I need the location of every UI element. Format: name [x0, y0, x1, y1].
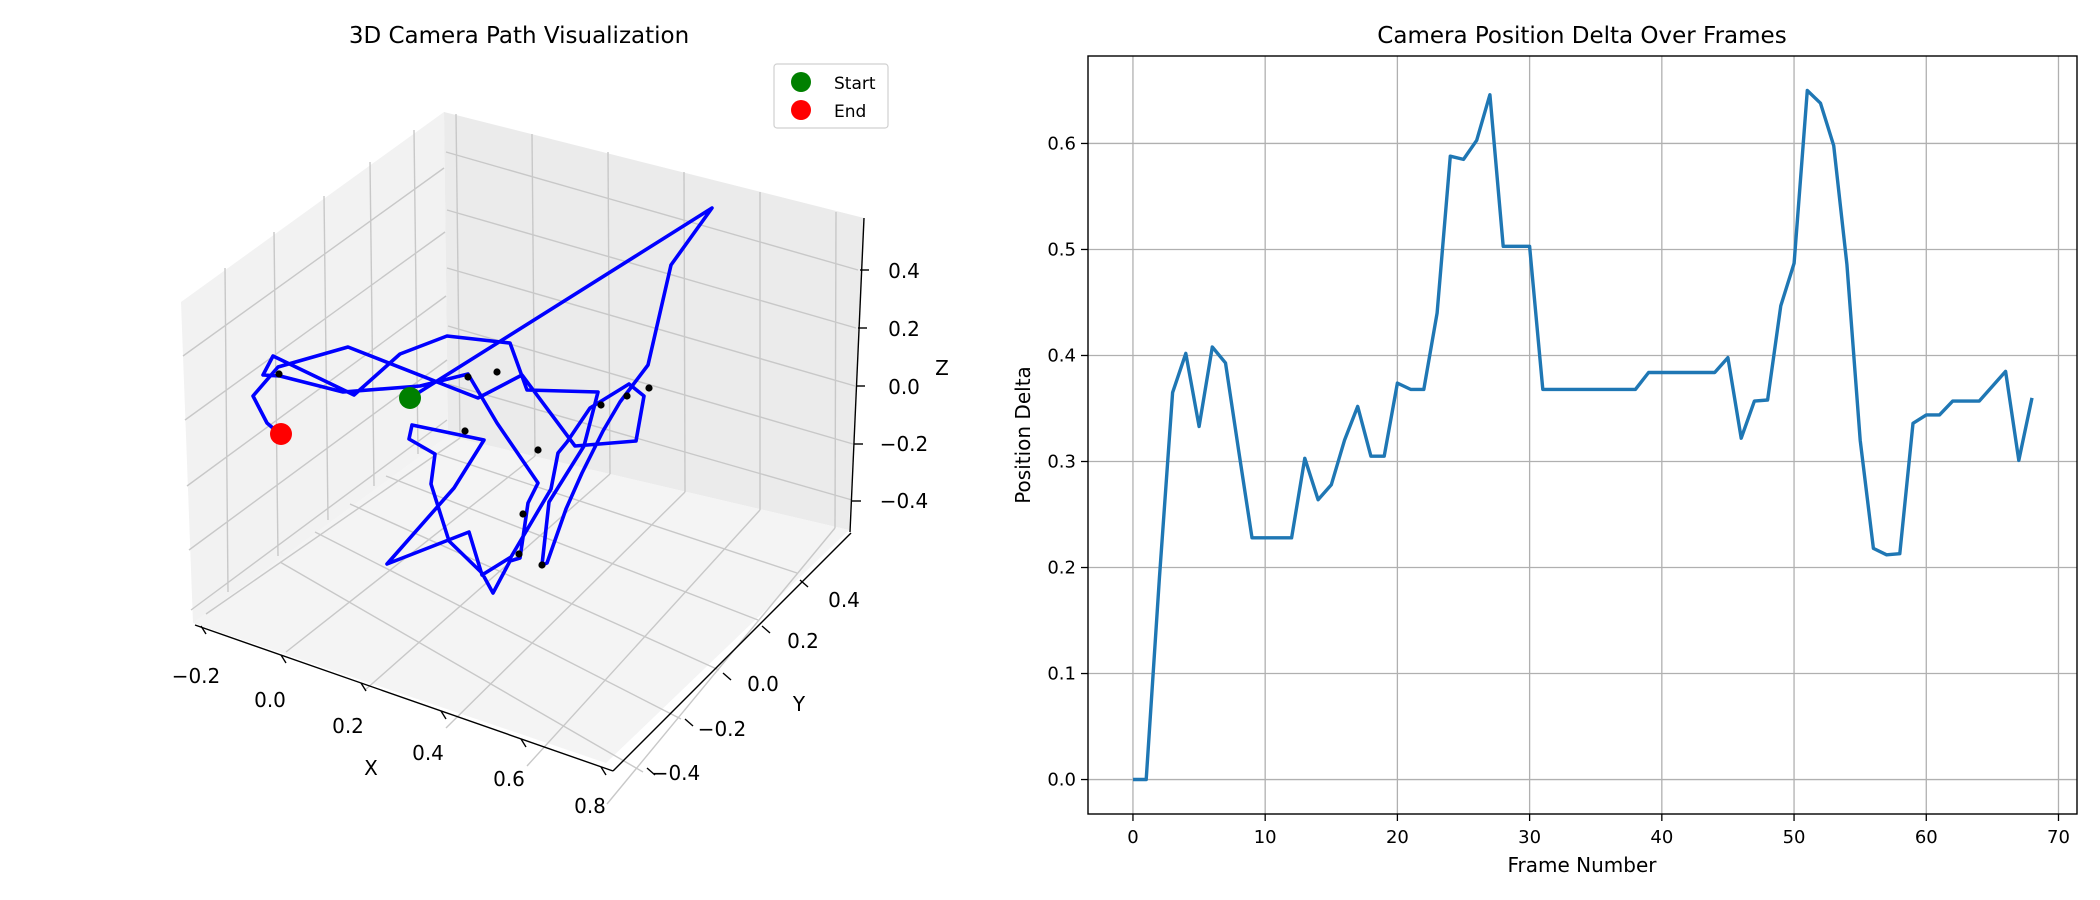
position-delta-chart: Camera Position Delta Over Frames 0 10 20 3… — [1011, 23, 2078, 877]
camera-path-line — [251, 206, 714, 595]
y-tick-label: −0.2 — [698, 717, 747, 741]
z-tick-label: 0.4 — [888, 259, 920, 283]
y-tick-label: 0.2 — [1047, 558, 1076, 579]
floor-pane — [193, 436, 849, 763]
keyframe-point — [534, 446, 542, 454]
x-tick-label: 60 — [1915, 827, 1938, 848]
legend: Start End — [773, 63, 889, 129]
y-tick-label: 0.2 — [787, 629, 819, 653]
x-tick-label: 40 — [1650, 827, 1673, 848]
x-tick-label: 50 — [1783, 827, 1806, 848]
x-tick-label: 70 — [2047, 827, 2070, 848]
position-delta-series-line — [1133, 88, 2034, 782]
y-tick-label: 0.3 — [1047, 452, 1076, 473]
keyframe-point — [515, 550, 523, 558]
keyframe-point — [464, 373, 472, 381]
y-axis-ticks: 0.0 0.1 0.2 0.3 0.4 0.5 0.6 — [1047, 133, 1088, 791]
x-tick-label: −0.2 — [172, 664, 221, 688]
keyframe-point — [461, 427, 469, 435]
chart-title-3d: 3D Camera Path Visualization — [349, 23, 689, 49]
x-tick-label: 0.4 — [412, 741, 444, 765]
chart-title-delta: Camera Position Delta Over Frames — [1377, 23, 1786, 49]
end-marker — [270, 423, 292, 445]
x-axis-line — [194, 624, 614, 772]
keyframe-point — [623, 392, 631, 400]
x-tick-label: 30 — [1518, 827, 1541, 848]
y-axis-3d-ticks: −0.4 −0.2 0.0 0.2 0.4 Y — [646, 579, 860, 785]
legend-label-start: Start — [834, 74, 876, 94]
start-marker — [399, 387, 421, 409]
x-tick-label: 0.2 — [332, 714, 364, 738]
keyframe-point — [538, 561, 546, 569]
plot-frame — [1087, 55, 2078, 815]
z-tick-label: −0.4 — [880, 489, 929, 513]
y-axis-label: Y — [792, 692, 806, 716]
keyframe-markers — [275, 368, 653, 569]
x-tick-label: 20 — [1386, 827, 1409, 848]
x-tick-label: 0.8 — [574, 794, 606, 818]
keyframe-point — [275, 370, 283, 378]
x-axis-label: X — [364, 756, 378, 780]
x-axis-3d-ticks: −0.2 0.0 0.2 0.4 0.6 0.8 X — [172, 625, 607, 818]
camera-path-3d-chart: 3D Camera Path Visualization — [172, 23, 949, 818]
z-tick-label: −0.2 — [880, 432, 929, 456]
legend-marker-end — [791, 100, 811, 120]
y-tick-label: 0.6 — [1047, 133, 1076, 154]
back-left-pane — [181, 112, 448, 623]
keyframe-point — [645, 384, 653, 392]
x-tick-label: 0.6 — [493, 767, 525, 791]
x-tick-label: 10 — [1254, 827, 1277, 848]
keyframe-point — [493, 368, 501, 376]
x-tick-label: 0 — [1127, 827, 1138, 848]
grid-2d — [1088, 56, 2077, 814]
x-tick-label: 0.0 — [254, 688, 286, 712]
back-right-pane — [444, 112, 864, 530]
keyframe-point — [597, 401, 605, 409]
y-axis-line — [612, 532, 852, 772]
y-axis-label: Position Delta — [1011, 366, 1035, 504]
y-tick-label: 0.5 — [1047, 239, 1076, 260]
legend-marker-start — [791, 72, 811, 92]
z-axis-3d-ticks: −0.4 −0.2 0.0 0.2 0.4 Z — [852, 259, 949, 513]
y-tick-label: 0.0 — [1047, 770, 1076, 791]
y-tick-label: 0.4 — [828, 588, 860, 612]
y-tick-label: −0.4 — [652, 761, 701, 785]
y-tick-label: 0.0 — [747, 672, 779, 696]
y-tick-label: 0.4 — [1047, 345, 1076, 366]
z-tick-label: 0.2 — [888, 317, 920, 341]
x-axis-ticks: 0 10 20 30 40 50 60 70 — [1127, 814, 2070, 848]
x-axis-label: Frame Number — [1507, 853, 1657, 877]
z-axis-label: Z — [935, 356, 949, 380]
z-tick-label: 0.0 — [888, 375, 920, 399]
y-tick-label: 0.1 — [1047, 664, 1076, 685]
legend-label-end: End — [834, 102, 866, 122]
keyframe-point — [519, 510, 527, 518]
